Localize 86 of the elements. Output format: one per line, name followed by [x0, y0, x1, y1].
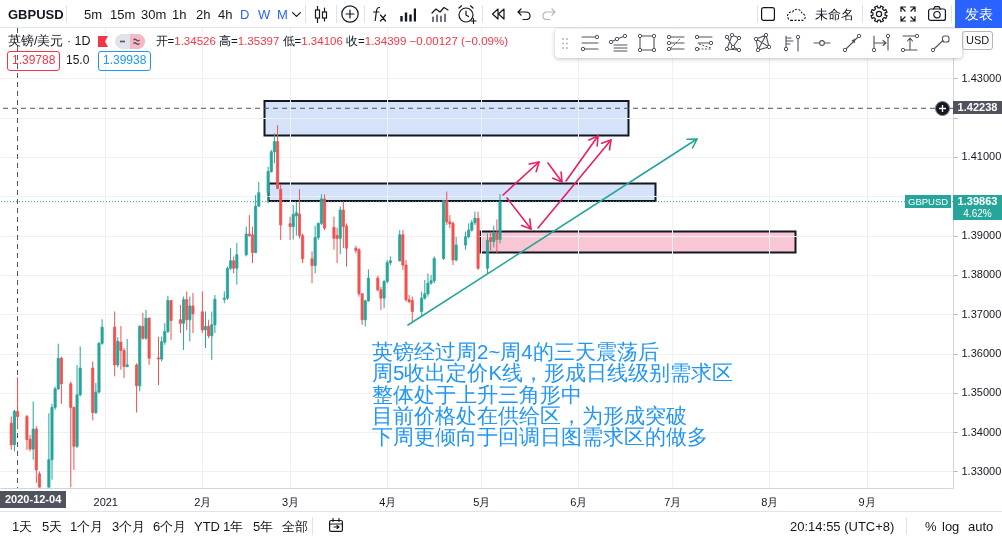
candlestick — [182, 296, 186, 351]
ref-line-label: 1.42238 — [953, 101, 1002, 115]
y-tick-label: 1.34000 — [961, 425, 1002, 438]
text: 20:14:55 (UTC+8) — [790, 519, 895, 535]
text: 1年 — [223, 519, 244, 535]
x-tick-label: 2月 — [194, 495, 212, 508]
text: 4.62% — [953, 208, 1002, 220]
candlestick — [432, 255, 436, 284]
y-tick-label: 1.35000 — [961, 386, 1002, 399]
annotation: 15.0 — [66, 53, 90, 68]
candlestick — [135, 362, 139, 414]
candlestick — [291, 204, 295, 241]
text: 5年 — [253, 519, 274, 535]
annotation: GBPUSD — [905, 195, 952, 208]
candlestick — [169, 299, 173, 341]
candlestick — [178, 304, 182, 334]
annotation: 周5收出定价K线，形成日线级别需求区 — [372, 361, 734, 385]
candlestick — [157, 336, 161, 386]
ref-line-label: 2020-12-04 — [0, 491, 67, 508]
x-tick-label: 7月 — [664, 495, 682, 508]
text: 3个月 — [112, 519, 146, 535]
candlestick — [310, 250, 314, 284]
x-tick-label: 9月 — [858, 495, 876, 508]
candlestick — [116, 336, 120, 368]
candlestick — [9, 415, 13, 451]
y-tick-label: 1.37000 — [961, 307, 1002, 320]
annotation: 1.39938 — [98, 51, 152, 71]
text: GBPUSD — [8, 7, 64, 23]
x-tick-label: 3月 — [282, 495, 300, 508]
text: % — [925, 519, 937, 535]
text: auto — [968, 519, 994, 535]
ref-line-label: 1.39863 — [953, 194, 1002, 208]
text: 6个月 — [153, 519, 187, 535]
candlestick — [294, 201, 298, 237]
text: 15m — [110, 7, 136, 23]
candlestick — [125, 338, 129, 368]
y-tick-label: 1.33000 — [961, 464, 1002, 477]
text: 开=1.34526 高=1.35397 低=1.34106 收=1.34399 −0.00127 (−0.09%) — [155, 35, 509, 47]
candlestick — [141, 312, 145, 341]
y-tick-label: 1.38000 — [961, 268, 1002, 281]
x-tick-label: 4月 — [379, 495, 397, 508]
annotation: 英镑经过周2~周4的三天震荡后 — [372, 340, 659, 363]
text: 4h — [218, 7, 233, 23]
text: 1h — [172, 7, 187, 23]
candlestick — [288, 216, 292, 241]
candlestick — [188, 296, 192, 342]
text: W — [258, 7, 271, 23]
text: USD — [962, 31, 994, 50]
candlestick — [489, 231, 493, 252]
annotation: 下周更倾向于回调日图需求区的做多 — [372, 425, 708, 449]
candlestick — [445, 191, 449, 226]
text: 5m — [84, 7, 103, 23]
text: YTD — [194, 519, 220, 535]
text: 2h — [196, 7, 211, 23]
candlestick — [207, 319, 211, 339]
text: 30m — [141, 7, 167, 23]
chart-title: 英镑/美元 · 1D — [8, 34, 91, 49]
x-tick-label: 8月 — [761, 495, 779, 508]
y-tick-label: 1.36000 — [961, 347, 1002, 360]
text: 1天 — [12, 519, 33, 535]
text: 发表 — [955, 0, 1002, 28]
candlestick — [16, 376, 20, 429]
text: log — [942, 519, 960, 535]
text: 5天 — [42, 519, 63, 535]
annotation: 1.39788 — [7, 51, 61, 71]
candlestick — [204, 310, 207, 349]
text: 1个月 — [70, 519, 104, 535]
candlestick — [200, 290, 204, 334]
candlestick — [454, 236, 458, 263]
y-tick-label: 1.41000 — [961, 150, 1002, 163]
text: 未命名 — [815, 7, 854, 23]
y-tick-label: 1.39000 — [961, 229, 1002, 242]
text: 全部 — [282, 519, 308, 535]
candlestick — [244, 226, 248, 257]
candlestick — [426, 272, 430, 298]
text: D — [240, 7, 250, 23]
y-tick-label: 1.43000 — [961, 71, 1002, 84]
annotation: 整体处于上升三角形中 — [372, 382, 582, 406]
candlestick — [410, 296, 414, 323]
x-tick-label: 6月 — [570, 495, 588, 508]
candlestick — [185, 290, 189, 331]
x-tick-label: 2021 — [93, 495, 118, 508]
text: M — [277, 7, 288, 23]
candlestick — [191, 292, 195, 334]
candlestick — [492, 225, 496, 248]
x-tick-label: 5月 — [473, 495, 491, 508]
